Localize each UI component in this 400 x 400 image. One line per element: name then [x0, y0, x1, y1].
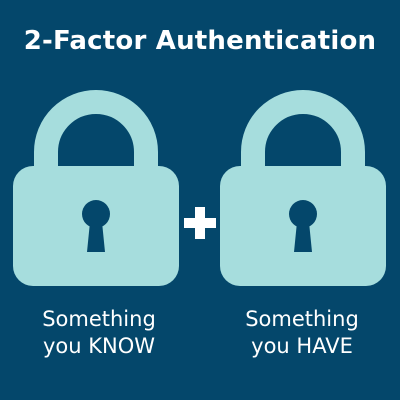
caption-have: Something you HAVE [207, 306, 397, 360]
caption-have-line1: Something [245, 307, 359, 331]
diagram-title: 2-Factor Authentication [23, 26, 377, 56]
padlock-know-icon [13, 90, 179, 290]
padlock-have-icon [220, 90, 386, 290]
plus-icon [184, 207, 216, 239]
caption-know: Something you KNOW [4, 306, 194, 360]
caption-know-line2: you KNOW [42, 334, 156, 358]
caption-have-line2: you HAVE [251, 334, 353, 358]
caption-know-line1: Something [42, 307, 156, 331]
